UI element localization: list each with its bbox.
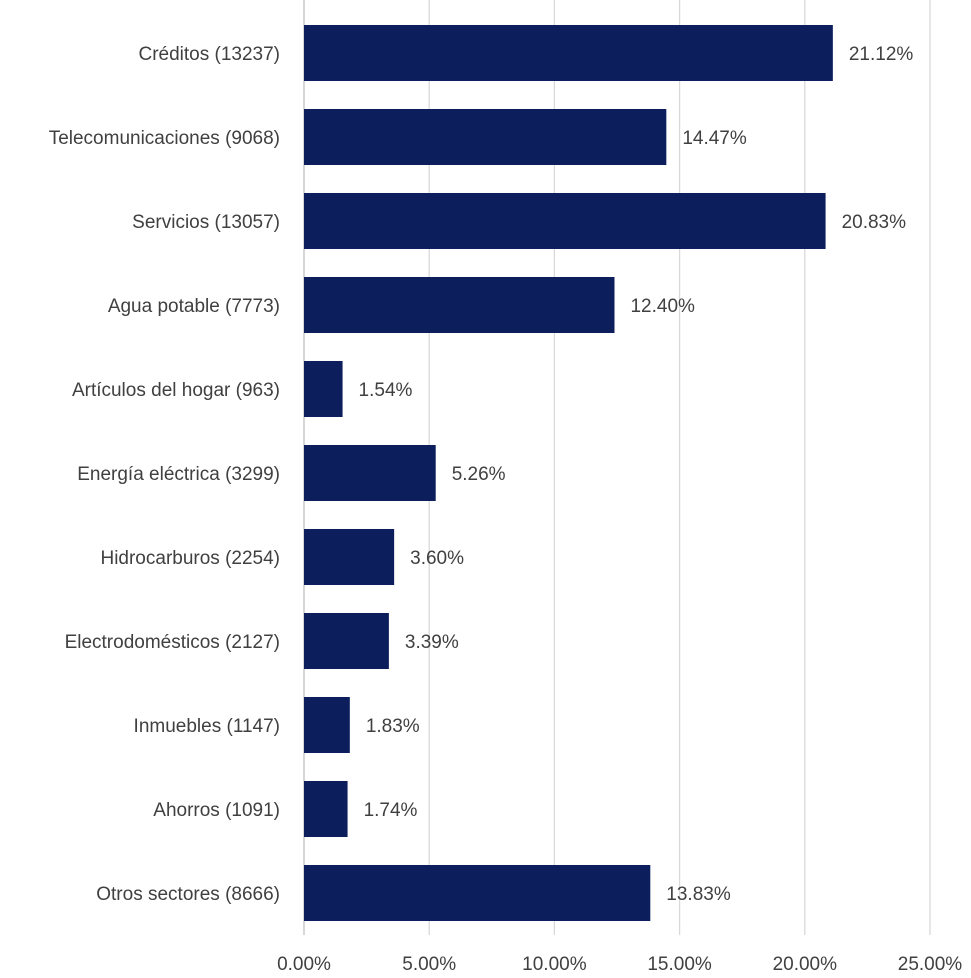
data-label: 1.54% xyxy=(359,380,413,401)
data-label: 13.83% xyxy=(666,884,731,905)
data-label: 1.83% xyxy=(366,716,420,737)
x-tick-label: 15.00% xyxy=(647,954,712,975)
category-label: Otros sectores (8666) xyxy=(96,884,280,905)
data-label: 3.60% xyxy=(410,548,464,569)
category-label: Servicios (13057) xyxy=(132,212,280,233)
data-label: 1.74% xyxy=(364,800,418,821)
x-tick-label: 25.00% xyxy=(898,954,963,975)
bar xyxy=(304,697,350,753)
data-label: 21.12% xyxy=(849,44,914,65)
bars xyxy=(304,25,833,921)
category-label: Telecomunicaciones (9068) xyxy=(49,128,280,149)
bar xyxy=(304,25,833,81)
x-tick-label: 20.00% xyxy=(773,954,838,975)
bar xyxy=(304,277,615,333)
bar xyxy=(304,865,651,921)
category-label: Agua potable (7773) xyxy=(108,296,280,317)
category-labels: Créditos (13237) Telecomunicaciones (9068… xyxy=(49,44,280,905)
bar xyxy=(304,613,389,669)
category-label: Inmuebles (1147) xyxy=(134,716,280,737)
data-label: 3.39% xyxy=(405,632,459,653)
category-label: Créditos (13237) xyxy=(138,44,280,65)
category-label: Ahorros (1091) xyxy=(153,800,280,821)
x-tick-label: 0.00% xyxy=(277,954,331,975)
data-labels: 21.12% 14.47% 20.83% 12.40% 1.54% 5.26% 3.60% 3… xyxy=(359,44,914,905)
data-label: 20.83% xyxy=(842,212,907,233)
data-label: 12.40% xyxy=(630,296,695,317)
x-axis-tick-labels: 0.00% 5.00% 10.00% 15.00% 20.00% 25.00% xyxy=(277,954,962,975)
category-label: Energía eléctrica (3299) xyxy=(77,464,280,485)
bar xyxy=(304,109,667,165)
category-label: Electrodomésticos (2127) xyxy=(65,632,280,653)
bar xyxy=(304,193,826,249)
bar xyxy=(304,361,343,417)
x-tick-label: 10.00% xyxy=(522,954,587,975)
x-tick-label: 5.00% xyxy=(402,954,456,975)
bar xyxy=(304,445,436,501)
bar xyxy=(304,781,348,837)
data-label: 5.26% xyxy=(452,464,506,485)
data-label: 14.47% xyxy=(682,128,747,149)
category-label: Artículos del hogar (963) xyxy=(72,380,280,401)
bar xyxy=(304,529,395,585)
category-label: Hidrocarburos (2254) xyxy=(100,548,280,569)
